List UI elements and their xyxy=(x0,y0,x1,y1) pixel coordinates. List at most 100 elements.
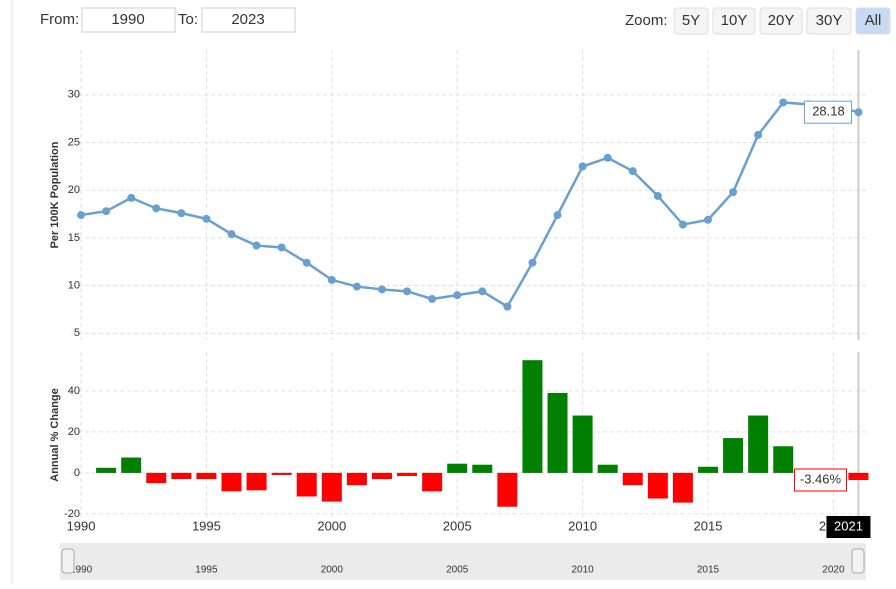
zoom-button[interactable] xyxy=(759,7,803,35)
zoom-button-label[interactable]: 20Y xyxy=(768,12,795,29)
line xyxy=(80,101,859,309)
y-axis-title: Annual % Change xyxy=(49,388,61,482)
bar xyxy=(296,472,317,497)
point xyxy=(628,167,637,176)
zoom-button-label[interactable]: All xyxy=(865,12,882,29)
x-flag-label: 2021 xyxy=(834,518,863,533)
y-tick-label: 0 xyxy=(74,467,80,479)
navigator-label: 2015 xyxy=(697,565,720,576)
navigator xyxy=(60,543,866,580)
navigator-handle[interactable] xyxy=(851,548,865,574)
tooltip xyxy=(803,100,852,124)
y-tick-label: -20 xyxy=(64,508,80,520)
point xyxy=(177,209,186,218)
bar xyxy=(422,472,443,492)
point xyxy=(202,214,211,223)
y-tick-label: 20 xyxy=(68,426,80,438)
point xyxy=(428,294,437,303)
x-tick-label: 2015 xyxy=(694,518,723,533)
x-flag xyxy=(826,516,871,538)
point xyxy=(528,258,537,267)
from-input[interactable] xyxy=(81,7,176,33)
tooltip-value: -3.46% xyxy=(800,471,842,486)
bar xyxy=(196,472,217,480)
from-value[interactable]: 1990 xyxy=(111,11,144,28)
point xyxy=(77,211,86,220)
to-label: To: xyxy=(178,11,198,28)
point xyxy=(352,282,361,291)
point xyxy=(678,220,687,229)
zoom-button[interactable] xyxy=(673,7,709,35)
bar xyxy=(96,467,117,473)
zoom-button-label[interactable]: 5Y xyxy=(682,12,700,29)
point xyxy=(578,162,587,171)
point xyxy=(403,287,412,296)
bar xyxy=(346,472,367,486)
bar xyxy=(748,415,769,473)
bar xyxy=(146,472,167,484)
navigator-handle[interactable] xyxy=(61,548,75,574)
navigator-label: 2005 xyxy=(446,565,469,576)
zoom-button-label[interactable]: 30Y xyxy=(816,12,843,29)
navigator-label: 1995 xyxy=(195,565,218,576)
point xyxy=(302,258,311,267)
y-tick-label: 20 xyxy=(68,184,80,196)
y-tick-label: 30 xyxy=(68,89,80,101)
bar xyxy=(121,457,142,473)
bar xyxy=(171,472,192,480)
zoom-button[interactable] xyxy=(806,7,852,35)
y-tick-label: 15 xyxy=(68,232,80,244)
bar xyxy=(572,415,593,473)
bar xyxy=(672,472,693,503)
bar xyxy=(773,446,794,473)
bar xyxy=(547,392,568,473)
bar xyxy=(271,472,292,475)
point xyxy=(152,204,161,213)
x-tick-label: 1990 xyxy=(67,518,96,533)
navigator-label: 2020 xyxy=(822,565,845,576)
point xyxy=(227,230,236,239)
x-tick-label: 2005 xyxy=(443,518,472,533)
navigator-label: 1990 xyxy=(70,565,93,576)
bar xyxy=(397,472,418,476)
from-label: From: xyxy=(40,11,79,28)
navigator-label: 2000 xyxy=(321,565,344,576)
point xyxy=(377,285,386,294)
to-input[interactable] xyxy=(201,7,296,33)
x-tick-label: 2000 xyxy=(317,518,346,533)
bar xyxy=(698,466,719,473)
bar xyxy=(321,472,342,502)
point xyxy=(603,153,612,162)
point xyxy=(779,98,788,107)
bar xyxy=(472,464,493,473)
point xyxy=(127,193,136,202)
point xyxy=(453,291,462,300)
navigator-label: 2010 xyxy=(571,565,594,576)
bar xyxy=(723,438,744,473)
to-value[interactable]: 2023 xyxy=(231,11,264,28)
point xyxy=(327,275,336,284)
point xyxy=(252,241,261,250)
bar xyxy=(497,472,518,507)
bar xyxy=(647,472,668,499)
point xyxy=(277,243,286,252)
x-tick-label: 2010 xyxy=(568,518,597,533)
y-tick-label: 5 xyxy=(74,327,80,339)
point xyxy=(478,287,487,296)
zoom-button-label[interactable]: 10Y xyxy=(721,12,748,29)
point xyxy=(729,188,738,197)
zoom-button[interactable] xyxy=(712,7,756,35)
point xyxy=(754,130,763,139)
point xyxy=(102,207,111,216)
point xyxy=(704,215,713,224)
x-tick-label: 1995 xyxy=(192,518,221,533)
tooltip xyxy=(793,468,847,492)
bar xyxy=(246,472,267,491)
point xyxy=(854,108,863,117)
bar xyxy=(597,464,618,473)
tooltip-value: 28.18 xyxy=(812,104,845,119)
zoom-label: Zoom: xyxy=(625,12,668,29)
bar xyxy=(522,360,543,473)
zoom-button[interactable] xyxy=(855,7,891,35)
